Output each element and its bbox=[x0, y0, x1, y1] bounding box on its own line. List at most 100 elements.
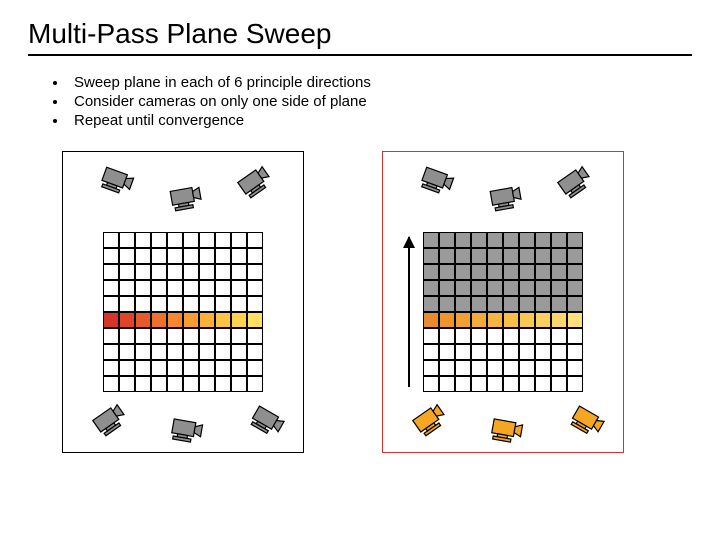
grid-cell bbox=[103, 344, 119, 360]
grid-cell bbox=[183, 360, 199, 376]
grid-cell bbox=[103, 232, 119, 248]
grid-cell bbox=[119, 264, 135, 280]
grid-cell bbox=[503, 232, 519, 248]
grid-cell bbox=[423, 232, 439, 248]
grid-cell bbox=[423, 328, 439, 344]
grid-cell bbox=[455, 360, 471, 376]
grid-cell bbox=[551, 264, 567, 280]
left-panel bbox=[68, 157, 298, 447]
grid-cell bbox=[231, 296, 247, 312]
grid-cell bbox=[439, 264, 455, 280]
grid-cell bbox=[455, 312, 471, 328]
grid-cell bbox=[439, 360, 455, 376]
grid-cell bbox=[519, 264, 535, 280]
grid-cell bbox=[167, 376, 183, 392]
camera-icon bbox=[166, 414, 205, 450]
grid-cell bbox=[167, 344, 183, 360]
grid-cell bbox=[519, 344, 535, 360]
grid-cell bbox=[567, 232, 583, 248]
grid-cell bbox=[247, 376, 263, 392]
grid-cell bbox=[151, 264, 167, 280]
grid-cell bbox=[535, 360, 551, 376]
grid-cell bbox=[455, 248, 471, 264]
grid-cell bbox=[215, 280, 231, 296]
grid-cell bbox=[199, 312, 215, 328]
grid-cell bbox=[199, 344, 215, 360]
diagram-row bbox=[68, 157, 692, 447]
grid-cell bbox=[183, 376, 199, 392]
grid-cell bbox=[199, 248, 215, 264]
grid-cell bbox=[167, 248, 183, 264]
sweep-arrow bbox=[408, 237, 410, 387]
grid-cell bbox=[503, 248, 519, 264]
grid-cell bbox=[151, 344, 167, 360]
grid-cell bbox=[215, 264, 231, 280]
bullet-list: Sweep plane in each of 6 principle direc… bbox=[68, 74, 692, 129]
grid-cell bbox=[103, 376, 119, 392]
grid-cell bbox=[199, 232, 215, 248]
grid-cell bbox=[151, 296, 167, 312]
voxel-grid bbox=[423, 232, 583, 392]
slide-title: Multi-Pass Plane Sweep bbox=[28, 18, 692, 56]
grid-cell bbox=[135, 296, 151, 312]
grid-cell bbox=[247, 344, 263, 360]
grid-cell bbox=[551, 232, 567, 248]
grid-cell bbox=[487, 360, 503, 376]
grid-cell bbox=[567, 328, 583, 344]
grid-cell bbox=[423, 312, 439, 328]
grid-cell bbox=[231, 360, 247, 376]
camera-icon bbox=[486, 414, 525, 450]
grid-cell bbox=[503, 376, 519, 392]
grid-cell bbox=[471, 376, 487, 392]
grid-cell bbox=[167, 280, 183, 296]
grid-cell bbox=[567, 296, 583, 312]
grid-cell bbox=[487, 264, 503, 280]
grid-cell bbox=[487, 328, 503, 344]
grid-cell bbox=[119, 232, 135, 248]
grid-cell bbox=[167, 264, 183, 280]
grid-cell bbox=[231, 344, 247, 360]
grid-cell bbox=[151, 248, 167, 264]
grid-cell bbox=[487, 312, 503, 328]
grid-cell bbox=[487, 232, 503, 248]
grid-cell bbox=[231, 232, 247, 248]
grid-cell bbox=[119, 360, 135, 376]
grid-cell bbox=[119, 296, 135, 312]
grid-cell bbox=[199, 280, 215, 296]
grid-cell bbox=[423, 280, 439, 296]
grid-cell bbox=[183, 344, 199, 360]
grid-cell bbox=[247, 328, 263, 344]
grid-cell bbox=[471, 344, 487, 360]
grid-cell bbox=[471, 248, 487, 264]
grid-cell bbox=[503, 328, 519, 344]
grid-cell bbox=[103, 264, 119, 280]
grid-cell bbox=[519, 360, 535, 376]
grid-cell bbox=[455, 328, 471, 344]
grid-cell bbox=[551, 296, 567, 312]
grid-cell bbox=[551, 328, 567, 344]
grid-cell bbox=[247, 232, 263, 248]
grid-cell bbox=[487, 344, 503, 360]
voxel-grid bbox=[103, 232, 263, 392]
grid-cell bbox=[183, 312, 199, 328]
grid-cell bbox=[439, 376, 455, 392]
grid-cell bbox=[215, 312, 231, 328]
grid-cell bbox=[103, 360, 119, 376]
grid-cell bbox=[119, 344, 135, 360]
grid-cell bbox=[455, 264, 471, 280]
grid-cell bbox=[519, 232, 535, 248]
grid-cell bbox=[567, 264, 583, 280]
grid-cell bbox=[487, 296, 503, 312]
grid-cell bbox=[439, 328, 455, 344]
grid-cell bbox=[471, 312, 487, 328]
bullet-item: Repeat until convergence bbox=[68, 112, 692, 129]
grid-cell bbox=[167, 296, 183, 312]
grid-cell bbox=[119, 376, 135, 392]
grid-cell bbox=[535, 328, 551, 344]
grid-cell bbox=[567, 248, 583, 264]
grid-cell bbox=[103, 248, 119, 264]
grid-cell bbox=[535, 248, 551, 264]
grid-cell bbox=[455, 232, 471, 248]
grid-cell bbox=[471, 328, 487, 344]
grid-cell bbox=[471, 280, 487, 296]
